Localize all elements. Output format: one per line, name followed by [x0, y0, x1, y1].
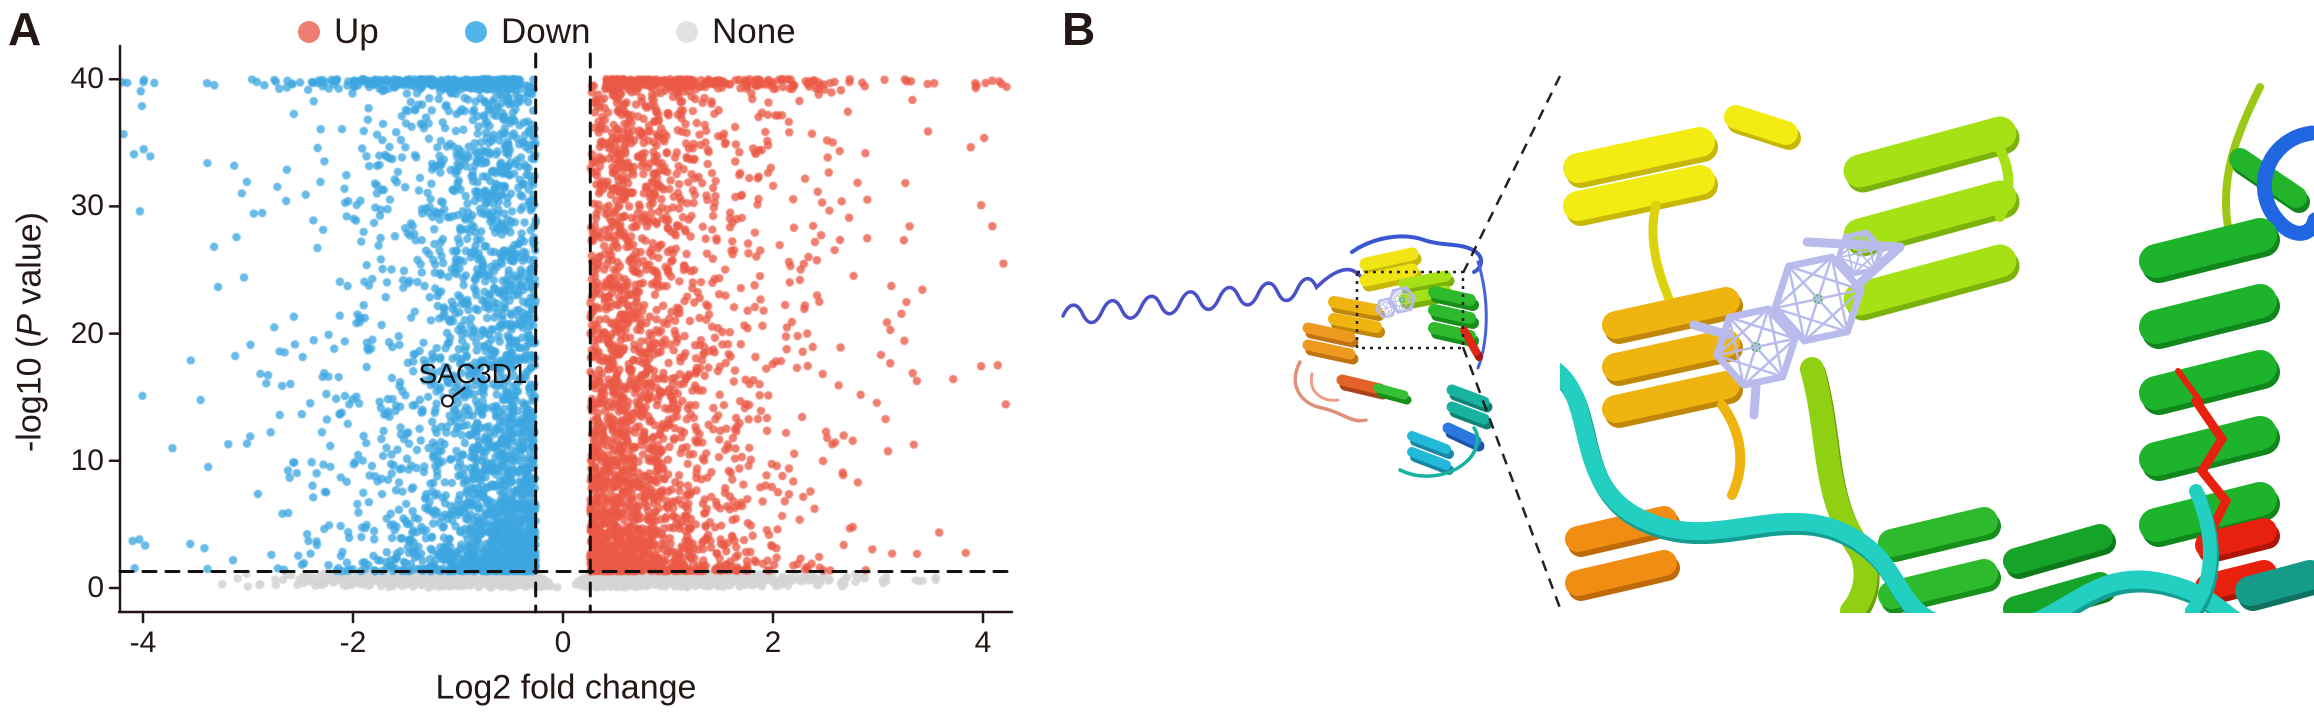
none-dot-icon — [676, 21, 698, 43]
zoom-connector-top — [1461, 75, 1562, 274]
axis-lines — [108, 44, 1014, 624]
x-tick-label: -2 — [339, 626, 367, 659]
legend-item-down: Down — [465, 12, 590, 52]
legend-label-none: None — [712, 12, 796, 51]
ligand-mesh — [1689, 229, 1905, 420]
panel-a-label: A — [8, 3, 42, 55]
threshold-lines — [118, 52, 1014, 614]
protein-structure-figure — [1061, 75, 2314, 613]
ligand-mini-mesh — [1375, 286, 1417, 319]
x-tick-label: 0 — [554, 626, 572, 659]
gene-annotation-marker — [441, 386, 466, 408]
x-tick-label: 4 — [974, 626, 992, 659]
y-tick-label: 20 — [70, 316, 104, 350]
x-tick-label: 2 — [764, 626, 782, 659]
legend-label-up: Up — [334, 12, 379, 51]
panel-b: B — [1050, 0, 2314, 725]
zoom-selection-box — [1355, 270, 1465, 350]
y-tick-label: 40 — [70, 62, 104, 96]
legend-label-down: Down — [501, 12, 591, 51]
panel-a: A Up Down None -4 -2 0 2 4 0 10 20 30 40 Log2 fo… — [0, 0, 1050, 725]
protein-n-terminal-tail — [1061, 267, 1390, 325]
down-dot-icon — [465, 21, 487, 43]
x-axis-title: Log2 fold change — [435, 668, 697, 707]
volcano-axes — [108, 44, 1014, 624]
y-tick-label: 30 — [70, 189, 104, 223]
gene-annotation-label: SAC3D1 — [418, 358, 528, 389]
y-axis-title: -log10 (P value) — [10, 211, 49, 453]
zoom-connector-bottom — [1461, 346, 1562, 609]
legend-item-up: Up — [298, 12, 379, 52]
binding-site-closeup — [1560, 83, 2314, 613]
panel-b-label: B — [1062, 3, 1096, 55]
up-dot-icon — [298, 21, 320, 43]
y-tick-label: 10 — [70, 443, 104, 477]
x-tick-label: -4 — [129, 626, 157, 659]
legend: Up Down None — [0, 0, 1050, 60]
y-tick-label: 0 — [87, 571, 104, 604]
legend-item-none: None — [676, 12, 796, 52]
zoom-connector-lines — [1461, 75, 1562, 609]
volcano-scatter-canvas — [120, 46, 1012, 612]
